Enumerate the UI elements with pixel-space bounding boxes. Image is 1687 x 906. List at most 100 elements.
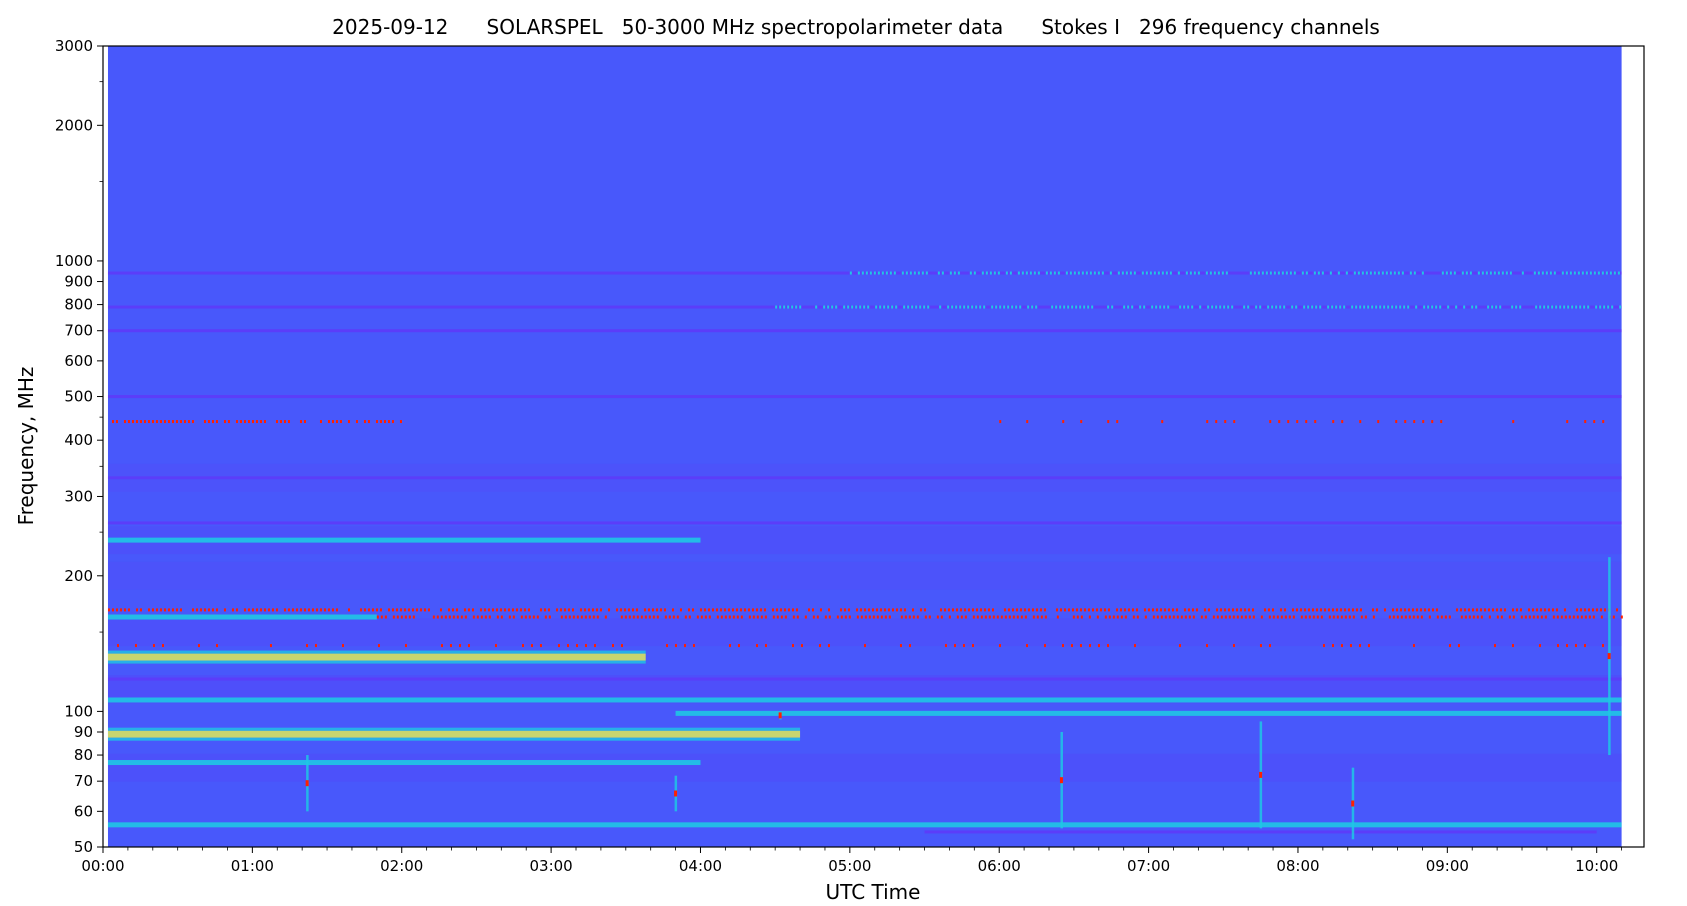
band-dot [1343,608,1346,612]
band-dot [1032,615,1035,619]
band-dot [1496,615,1499,619]
band-dot [1348,615,1351,619]
band-dot [1569,271,1572,275]
band-dot [1073,271,1076,275]
band-dot [875,305,878,309]
band-dot [1225,271,1228,275]
band-dot [879,305,882,309]
band-dot [1331,608,1334,612]
band-dot [607,608,610,612]
band-dot [1403,305,1406,309]
band-dot [1595,305,1598,309]
band-dot [575,644,578,648]
y-tick-label: 900 [64,273,93,291]
band-dot [547,608,550,612]
band-dot [548,615,551,619]
band-dot [1004,615,1007,619]
band-dot [1611,305,1614,309]
band-dot [1224,615,1227,619]
band-dot [1065,271,1068,275]
band-dot [760,615,763,619]
band-dot [464,615,467,619]
band-dot [917,271,920,275]
band-dot [1323,608,1326,612]
band-dot [1093,271,1096,275]
burst-core [1351,800,1355,807]
band-dot [1185,271,1188,275]
band-dot [1551,305,1554,309]
band-dot [1179,305,1182,309]
band-dot [427,608,430,612]
band-dot [611,644,614,648]
band-dot [251,420,254,424]
band-dot [1008,615,1011,619]
band-dot [1571,305,1574,309]
band-dot [491,608,494,612]
band-dot [1585,271,1588,275]
band-dot [1395,420,1398,424]
band-dot [993,271,996,275]
band-dot [985,271,988,275]
band-dot [1233,420,1236,424]
band-dot [711,608,714,612]
band-dot [960,615,963,619]
band-dot [1221,271,1224,275]
band-dot [1357,271,1360,275]
band-dot [1555,608,1558,612]
band-dot [599,608,602,612]
band-dot [779,305,782,309]
band-dot [1440,615,1443,619]
band-dot [716,615,719,619]
band-dot [1544,615,1547,619]
band-dot [1224,420,1227,424]
band-dot [913,271,916,275]
band-dot [1287,420,1290,424]
band-dot [1025,271,1028,275]
band-dot [1144,615,1147,619]
band-dot [1411,608,1414,612]
band-dot [1612,615,1615,619]
band-dot [1145,271,1148,275]
band-dot [1471,305,1474,309]
band-dot [1228,615,1231,619]
band-dot [1288,615,1291,619]
band-dot [1353,271,1356,275]
chart-title: 2025-09-12 SOLARSPEL 50-3000 MHz spectro… [332,15,1380,39]
band-dot [679,608,682,612]
band-dot [1057,271,1060,275]
band-dot [1177,271,1180,275]
band-dot [1475,608,1478,612]
band-dot [1613,271,1616,275]
band-dot [900,615,903,619]
band-dot [1267,608,1270,612]
band-dot [1007,305,1010,309]
band-dot [772,615,775,619]
band-dot [791,305,794,309]
band-dot [456,615,459,619]
band-dot [991,305,994,309]
band-dot [1206,420,1209,424]
band-dot [1061,644,1064,648]
band-dot [849,271,852,275]
band-dot [566,644,569,648]
band-dot [783,305,786,309]
band-dot [1409,271,1412,275]
band-dot [1125,271,1128,275]
band-dot [1277,271,1280,275]
band-dot [1240,615,1243,619]
band-dot [411,608,414,612]
band-dot [1203,608,1206,612]
band-dot [1551,608,1554,612]
band-dot [1231,608,1234,612]
band-dot [1085,271,1088,275]
band-dot [1315,608,1318,612]
band-dot [1468,615,1471,619]
band-dot [1427,608,1430,612]
band-dot [1243,305,1246,309]
band-dot [1268,644,1271,648]
band-dot [1311,305,1314,309]
band-dot [1295,608,1298,612]
band-dot [1019,608,1022,612]
band-dot [1163,608,1166,612]
band-dot [327,420,330,424]
